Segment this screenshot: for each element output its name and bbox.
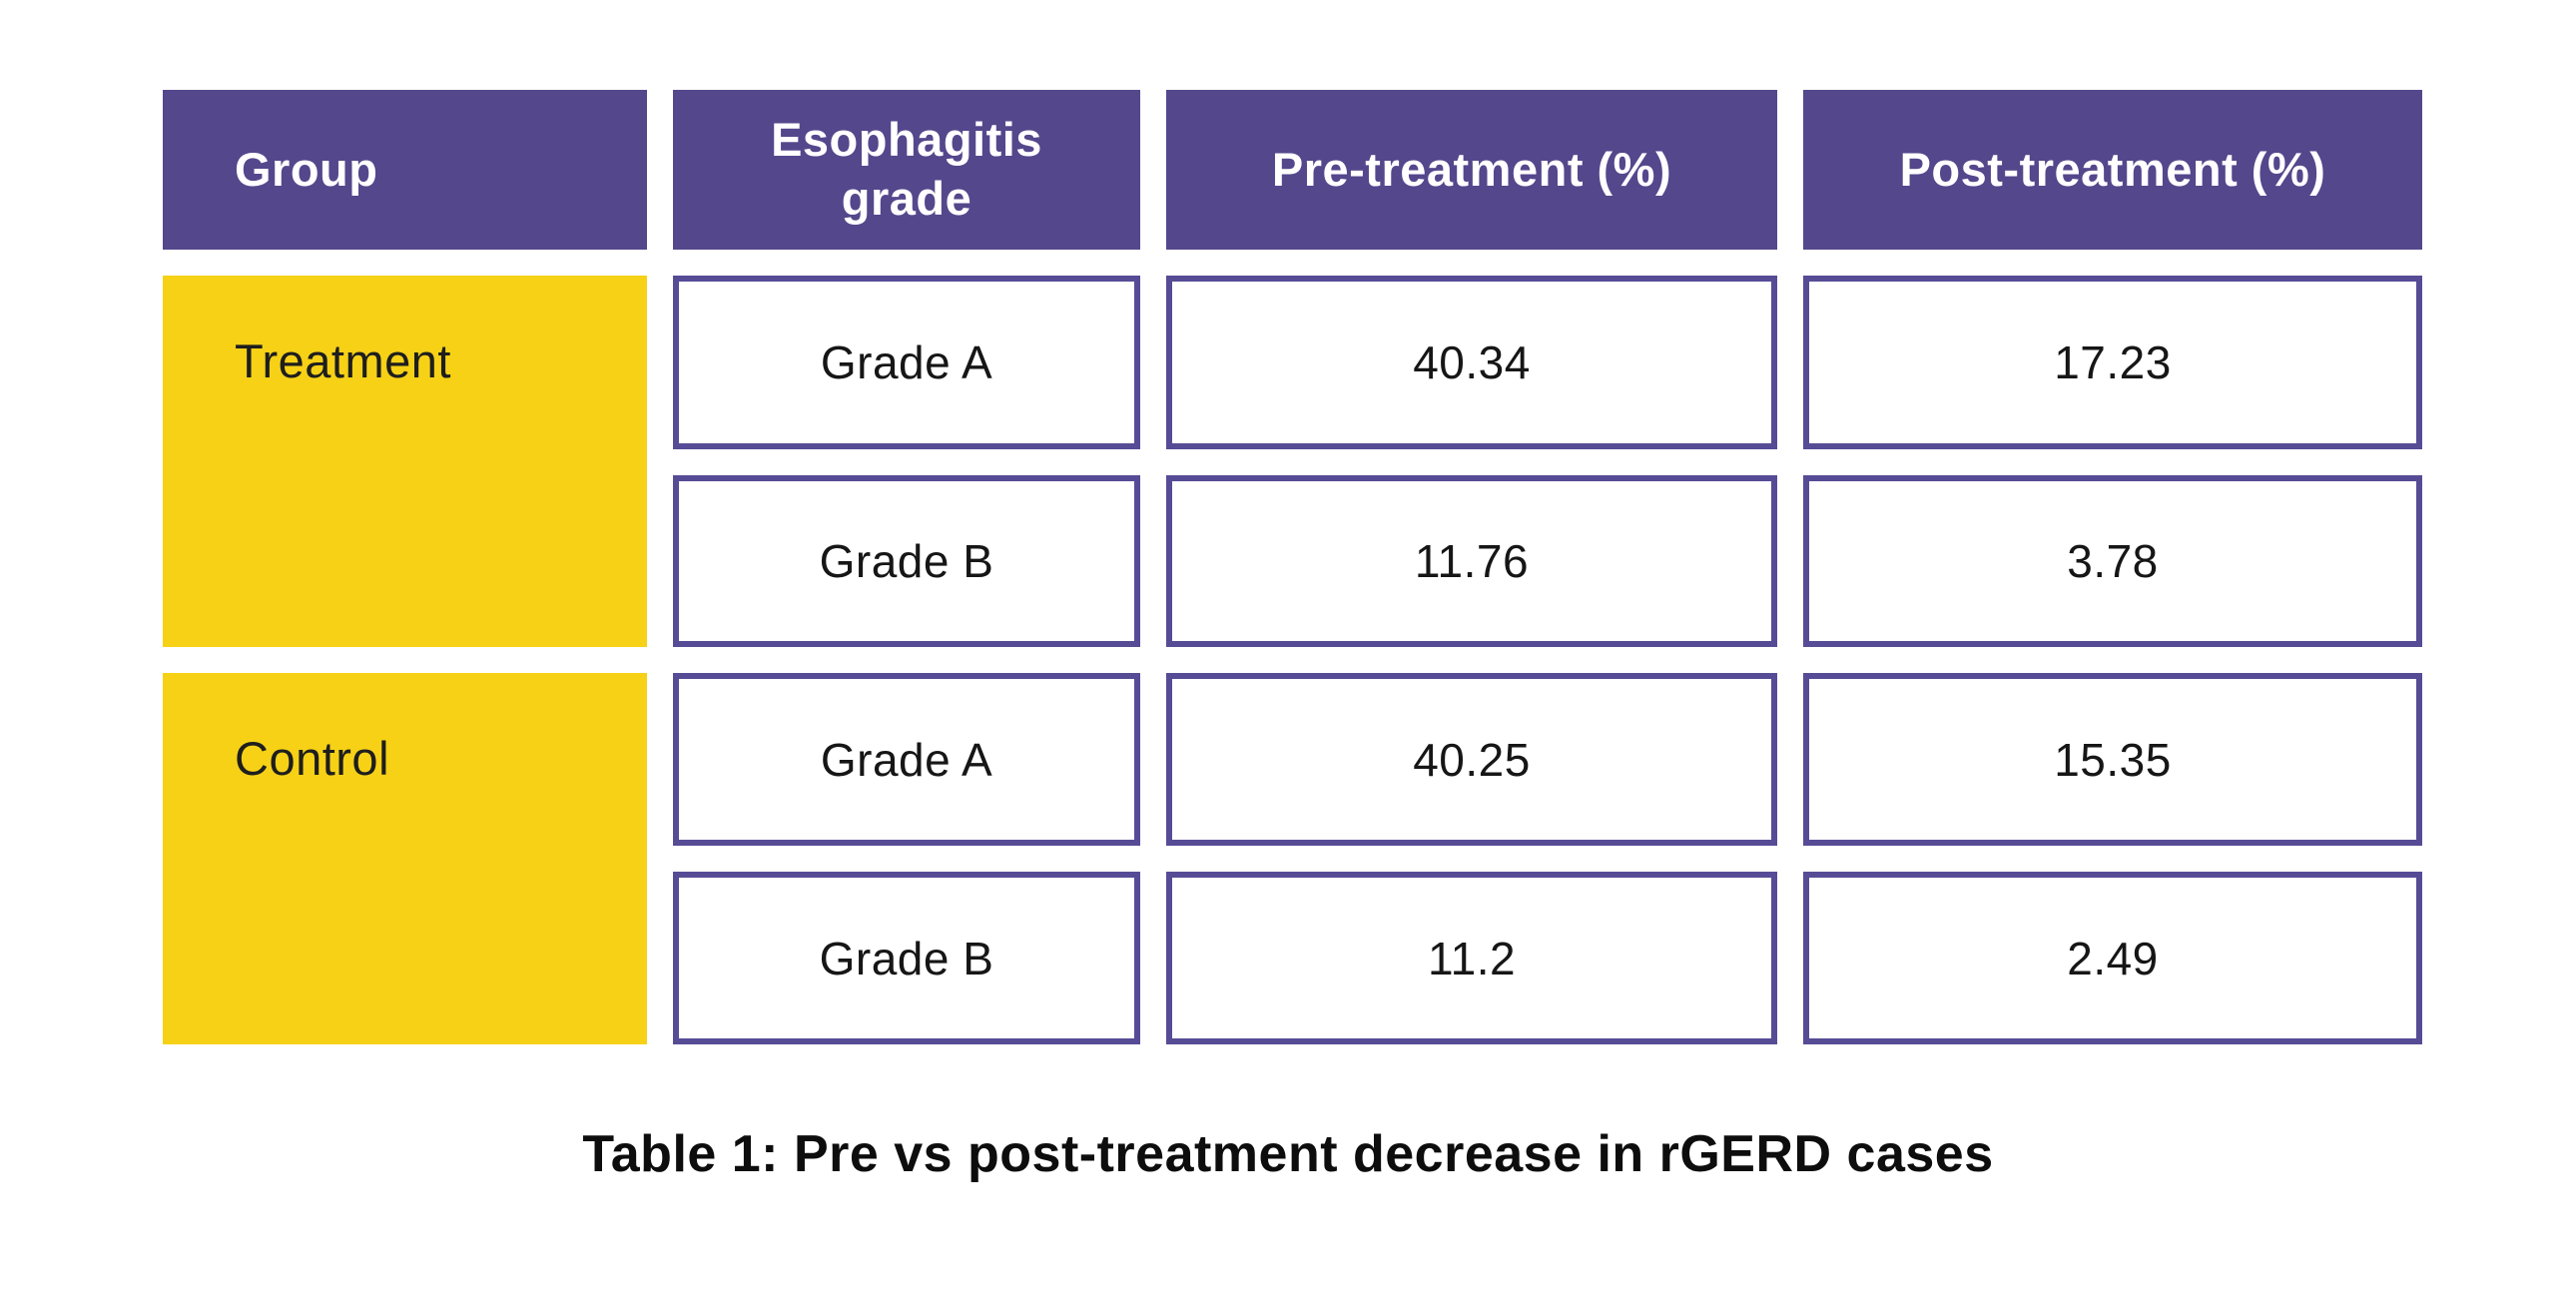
control-grade-b-cell: Grade B <box>673 872 1140 1044</box>
header-cell-group: Group <box>163 90 647 250</box>
control-grade-a-post-value: 15.35 <box>1803 673 2422 846</box>
control-grade-a-pre-value: 40.25 <box>1166 673 1777 846</box>
group-cell-treatment: Treatment <box>163 276 647 647</box>
data-table: Group Esophagitis grade Pre-treatment (%… <box>163 90 2422 1044</box>
treatment-grade-a-pre-value: 40.34 <box>1166 276 1777 449</box>
control-grade-a-cell: Grade A <box>673 673 1140 846</box>
control-grade-b-post-value: 2.49 <box>1803 872 2422 1044</box>
header-cell-post-treatment: Post-treatment (%) <box>1803 90 2422 250</box>
treatment-grade-b-pre-value: 11.76 <box>1166 475 1777 647</box>
control-grade-b-pre-value: 11.2 <box>1166 872 1777 1044</box>
table-caption: Table 1: Pre vs post-treatment decrease … <box>582 1125 1994 1183</box>
header-cell-pre-treatment: Pre-treatment (%) <box>1166 90 1777 250</box>
header-cell-esophagitis-grade: Esophagitis grade <box>673 90 1140 250</box>
treatment-grade-b-post-value: 3.78 <box>1803 475 2422 647</box>
treatment-grade-b-cell: Grade B <box>673 475 1140 647</box>
treatment-grade-a-cell: Grade A <box>673 276 1140 449</box>
treatment-grade-a-post-value: 17.23 <box>1803 276 2422 449</box>
group-cell-control: Control <box>163 673 647 1044</box>
